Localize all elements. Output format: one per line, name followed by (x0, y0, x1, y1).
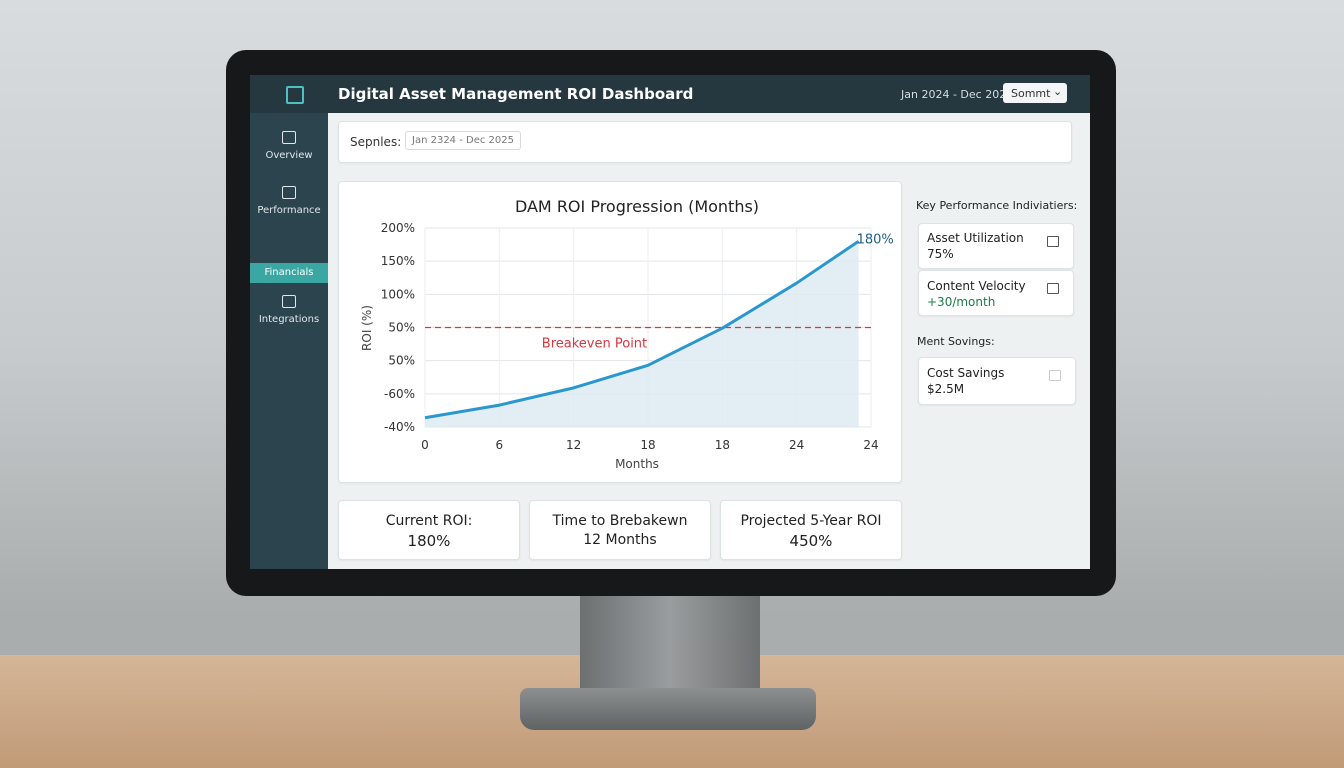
nav-label: Integrations (258, 314, 320, 325)
chevron: ⌄ (1053, 85, 1063, 98)
select-label: Sommt (1011, 87, 1051, 100)
nav-label: Performance (257, 205, 321, 216)
y-tick-label: 100% (381, 287, 415, 301)
summary-label: Time to Brebakewn (552, 513, 688, 529)
kpi-value: 75% (927, 247, 954, 261)
y-tick-label: -60% (384, 387, 415, 401)
x-tick-label: 12 (566, 438, 581, 452)
nav-icon (282, 131, 296, 144)
nav-label: Overview (265, 150, 313, 161)
savings-icon (1049, 370, 1061, 381)
savings-card: Cost Savings $2.5M (918, 357, 1076, 405)
y-axis-label: ROI (%) (360, 305, 374, 351)
x-tick-label: 18 (715, 438, 730, 452)
y-tick-label: 50% (388, 354, 415, 368)
monitor-stand (580, 590, 760, 690)
x-tick-label: 0 (421, 438, 429, 452)
kpi-value: +30/month (927, 295, 996, 309)
nav-item[interactable]: Performance (250, 186, 328, 226)
select-button[interactable]: Sommt ⌄ (1003, 83, 1067, 103)
summary-value: 180% (407, 532, 451, 550)
roi-line (424, 240, 860, 420)
nav-item[interactable]: Integrations (250, 295, 328, 335)
savings-value: $2.5M (927, 382, 965, 396)
x-tick-label: 18 (640, 438, 655, 452)
savings-label: Cost Savings (927, 366, 1005, 380)
nav-item[interactable]: Financials (250, 263, 328, 283)
y-tick-label: 200% (381, 221, 415, 235)
summary-card: Time to Brebakewn 12 Months (529, 500, 711, 560)
nav-label: Financials (264, 267, 314, 278)
chart-title: DAM ROI Progression (Months) (515, 197, 759, 216)
chart: DAM ROI Progression (Months) Months ROI … (360, 197, 894, 471)
x-tick-label: 24 (863, 438, 878, 452)
y-tick-label: 50% (388, 321, 415, 335)
x-tick-label: 24 (789, 438, 804, 452)
summary-value: 450% (789, 532, 833, 550)
nav-icon (282, 186, 296, 199)
logo (286, 86, 304, 104)
area (425, 241, 859, 427)
kpi-card: Content Velocity +30/month (918, 270, 1074, 316)
kpi-card: Asset Utilization 75% (918, 223, 1074, 269)
chart-card: DAM ROI Progression (Months) Months ROI … (338, 181, 902, 483)
savings-title: Ment Sovings: (917, 335, 995, 348)
breakeven-label: Breakeven Point (542, 337, 647, 352)
filter-bar: Sepnles: Jan 2324 - Dec 2025 (338, 121, 1072, 163)
x-tick-label: 6 (496, 438, 504, 452)
sidebar: Overview Performance Financials Integrat… (250, 113, 328, 569)
data-label: 180% (857, 232, 894, 247)
filter-input[interactable]: Jan 2324 - Dec 2025 (405, 131, 521, 150)
y-tick-label: -40% (384, 420, 415, 434)
kpi-label: Content Velocity (927, 279, 1026, 293)
monitor-base (520, 688, 816, 730)
date-range: Jan 2024 - Dec 2025 (901, 88, 1014, 101)
summary-label: Current ROI: (385, 513, 473, 529)
dashboard-title: Digital Asset Management ROI Dashboard (338, 85, 694, 103)
top-bar: Digital Asset Management ROI Dashboard J… (250, 75, 1090, 113)
x-axis-label: Months (615, 457, 659, 471)
kpi-title: Key Performance Indiviatiers: (916, 199, 1078, 212)
kpi-label: Asset Utilization (927, 231, 1024, 245)
summary-card: Current ROI: 180% (338, 500, 520, 560)
filter-label: Sepnles: (350, 135, 402, 149)
kpi-icon (1047, 236, 1059, 247)
y-tick-label: 150% (381, 254, 415, 268)
nav-item[interactable]: Overview (250, 131, 328, 171)
summary-value: 12 Months (583, 532, 657, 548)
screen: Digital Asset Management ROI Dashboard J… (250, 75, 1090, 569)
kpi-icon (1047, 283, 1059, 294)
summary-label: Projected 5-Year ROI (740, 513, 882, 529)
nav-icon (282, 295, 296, 308)
summary-card: Projected 5-Year ROI 450% (720, 500, 902, 560)
